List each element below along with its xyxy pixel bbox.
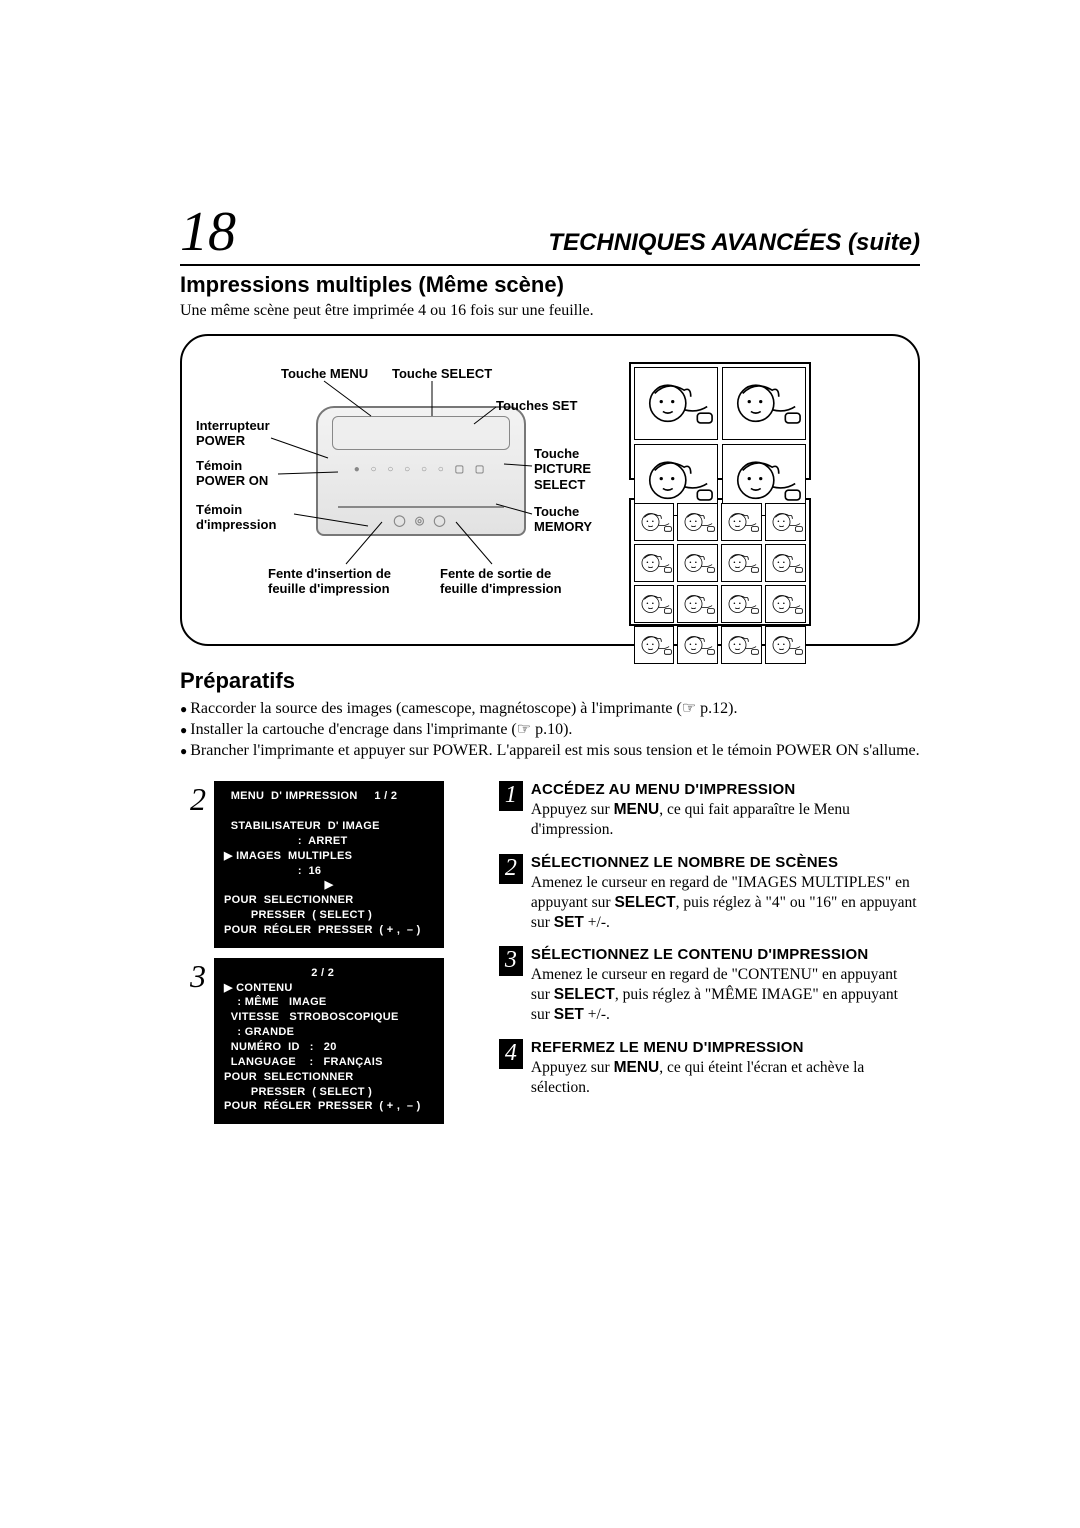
manual-page: 18 TECHNIQUES AVANCÉES (suite) Impressio… (180, 200, 920, 1134)
label-select-btn: Touche SELECT (392, 366, 492, 381)
thumbnail-cell (721, 503, 762, 541)
step-body: SÉLECTIONNEZ LE CONTENU D'IMPRESSION Amen… (531, 946, 920, 1024)
thumbnail-cell (677, 626, 718, 664)
label-set-btns: Touches SET (496, 398, 577, 413)
label-memory-btn: Touche MEMORY (534, 504, 624, 535)
step-text: Appuyez sur MENU, ce qui fait apparaître… (531, 800, 920, 840)
instruction-step: 4 REFERMEZ LE MENU D'IMPRESSION Appuyez su… (499, 1039, 920, 1098)
page-header: 18 TECHNIQUES AVANCÉES (suite) (180, 200, 920, 266)
grid-4up (629, 362, 811, 480)
label-picture-select: Touche PICTURE SELECT (534, 446, 624, 492)
diagram-panel: ● ○ ○ ○ ○ ○ ▢ ▢ ◯ ◎ ◯ Touche MENU Touche… (180, 334, 920, 646)
step-body: REFERMEZ LE MENU D'IMPRESSION Appuyez sur… (531, 1039, 920, 1098)
thumbnail-cell (677, 503, 718, 541)
step-text: Appuyez sur MENU, ce qui éteint l'écran … (531, 1058, 920, 1098)
step-title: SÉLECTIONNEZ LE NOMBRE DE SCÈNES (531, 854, 920, 871)
sample-grids (607, 354, 904, 626)
step-number: 3 (499, 946, 523, 976)
step-text: Amenez le curseur en regard de "CONTENU"… (531, 965, 920, 1024)
step-title: ACCÉDEZ AU MENU D'IMPRESSION (531, 781, 920, 798)
step-number: 1 (499, 781, 523, 811)
page-number: 18 (180, 200, 236, 264)
thumbnail-cell (765, 626, 806, 664)
prep-item: Installer la cartouche d'encrage dans l'… (180, 719, 920, 740)
step-body: ACCÉDEZ AU MENU D'IMPRESSION Appuyez sur … (531, 781, 920, 840)
prep-list: Raccorder la source des images (camescop… (180, 698, 920, 761)
menu-block: 3 2 / 2 ▶ CONTENU : MÊME IMAGE VITESSE S… (180, 958, 485, 1124)
grid-16up (629, 498, 811, 626)
thumbnail-cell (721, 626, 762, 664)
menu-block: 2 MENU D' IMPRESSION 1 / 2 STABILISATEUR… (180, 781, 485, 947)
thumbnail-cell (634, 626, 675, 664)
thumbnail-cell (634, 585, 675, 623)
prep-item: Brancher l'imprimante et appuyer sur POW… (180, 740, 920, 761)
osd-screen: MENU D' IMPRESSION 1 / 2 STABILISATEUR D… (214, 781, 444, 947)
step-number: 4 (499, 1039, 523, 1069)
thumbnail-cell (765, 503, 806, 541)
label-power-switch: Interrupteur POWER (196, 418, 296, 449)
thumbnail-cell (677, 585, 718, 623)
section-title: Impressions multiples (Même scène) (180, 272, 920, 298)
instruction-step: 1 ACCÉDEZ AU MENU D'IMPRESSION Appuyez sur… (499, 781, 920, 840)
label-power-led: Témoin POWER ON (196, 458, 296, 489)
step-title: SÉLECTIONNEZ LE CONTENU D'IMPRESSION (531, 946, 920, 963)
label-menu-btn: Touche MENU (281, 366, 368, 381)
thumbnail-cell (634, 544, 675, 582)
instruction-step: 2 SÉLECTIONNEZ LE NOMBRE DE SCÈNES Amenez … (499, 854, 920, 932)
intro-text: Une même scène peut être imprimée 4 ou 1… (180, 302, 920, 320)
instruction-step: 3 SÉLECTIONNEZ LE CONTENU D'IMPRESSION Ame… (499, 946, 920, 1024)
step-title: REFERMEZ LE MENU D'IMPRESSION (531, 1039, 920, 1056)
menu-step-ref: 3 (180, 958, 206, 995)
prep-item: Raccorder la source des images (camescop… (180, 698, 920, 719)
osd-screen: 2 / 2 ▶ CONTENU : MÊME IMAGE VITESSE STR… (214, 958, 444, 1124)
step-number: 2 (499, 854, 523, 884)
step-text: Amenez le curseur en regard de "IMAGES M… (531, 873, 920, 932)
thumbnail-cell (765, 585, 806, 623)
numbered-steps-column: 1 ACCÉDEZ AU MENU D'IMPRESSION Appuyez sur… (499, 781, 920, 1134)
thumbnail-cell (677, 544, 718, 582)
thumbnail-cell (721, 544, 762, 582)
printer-illustration: ● ○ ○ ○ ○ ○ ▢ ▢ ◯ ◎ ◯ (316, 406, 526, 536)
thumbnail-cell (721, 585, 762, 623)
chapter-title: TECHNIQUES AVANCÉES (suite) (236, 229, 920, 261)
lower-columns: 2 MENU D' IMPRESSION 1 / 2 STABILISATEUR… (180, 781, 920, 1134)
label-insert-slot: Fente d'insertion de feuille d'impressio… (268, 566, 428, 597)
thumbnail-cell (634, 503, 675, 541)
menu-step-ref: 2 (180, 781, 206, 818)
printer-diagram: ● ○ ○ ○ ○ ○ ▢ ▢ ◯ ◎ ◯ Touche MENU Touche… (196, 354, 607, 626)
step-body: SÉLECTIONNEZ LE NOMBRE DE SCÈNES Amenez l… (531, 854, 920, 932)
label-output-slot: Fente de sortie de feuille d'impression (440, 566, 600, 597)
thumbnail-cell (722, 367, 806, 440)
label-print-led: Témoin d'impression (196, 502, 306, 533)
prep-title: Préparatifs (180, 668, 920, 694)
thumbnail-cell (634, 367, 718, 440)
menu-screens-column: 2 MENU D' IMPRESSION 1 / 2 STABILISATEUR… (180, 781, 485, 1134)
thumbnail-cell (765, 544, 806, 582)
